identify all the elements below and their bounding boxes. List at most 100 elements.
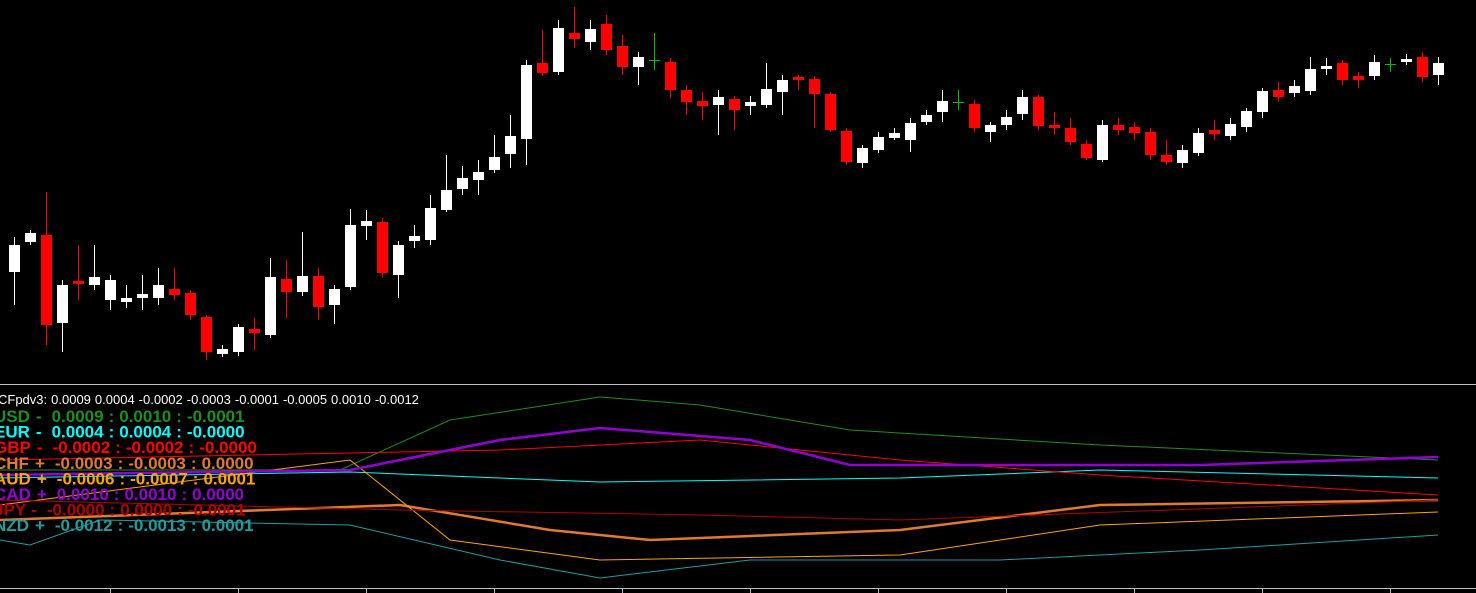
candle-body xyxy=(1321,66,1332,69)
value: 0.0001 xyxy=(203,469,255,488)
candle-body xyxy=(873,137,884,150)
candle-body xyxy=(953,102,964,103)
value: 0.0010 xyxy=(124,485,176,504)
value: -0.0007 xyxy=(130,469,188,488)
candle-body xyxy=(585,29,596,42)
currency: EUR xyxy=(0,423,30,442)
candle-body xyxy=(761,89,772,105)
value: -0.0001 xyxy=(187,407,245,426)
indicator-value: 0.0004 xyxy=(95,392,135,407)
value: -0.0012 xyxy=(55,516,113,535)
currency: AUD xyxy=(0,469,31,488)
candle-body xyxy=(1225,124,1236,136)
candle-body xyxy=(1369,62,1380,76)
value: -0.0000 xyxy=(187,423,245,442)
candle-body xyxy=(681,90,692,102)
candle-body xyxy=(1033,97,1044,126)
candle-body xyxy=(137,294,148,298)
indicator-value: 0.0010 xyxy=(331,392,371,407)
candle-body xyxy=(361,221,372,226)
candle-body xyxy=(809,79,820,94)
value: 0.0010 xyxy=(119,407,171,426)
separator: : xyxy=(189,438,195,457)
candle-body xyxy=(857,148,868,163)
legend-row: CHF + -0.0003: -0.0003:0.0000 xyxy=(0,454,254,473)
candle-body xyxy=(249,329,260,333)
separator: : xyxy=(118,516,124,535)
candle-body xyxy=(633,57,644,67)
candle-body xyxy=(265,277,276,335)
candle-body xyxy=(745,102,756,106)
candle-body xyxy=(217,349,228,354)
value: 0.0004 xyxy=(119,423,172,442)
legend-row: GBP - -0.0002: -0.0002: -0.0000 xyxy=(0,438,257,457)
sign: + xyxy=(37,485,47,504)
candle-body xyxy=(441,190,452,210)
candle-body xyxy=(937,101,948,112)
candle-body xyxy=(345,225,356,287)
currency: CHF xyxy=(0,454,29,473)
legend-row: AUD + -0.0006: -0.0007:0.0001 xyxy=(0,469,255,488)
separator: : xyxy=(109,423,115,442)
indicator-line xyxy=(0,459,1439,561)
candle-body xyxy=(505,136,516,154)
candle-body xyxy=(489,157,500,170)
candle-body xyxy=(1209,130,1220,134)
sign: - xyxy=(36,407,42,426)
indicator-value: -0.0002 xyxy=(139,392,183,407)
candle-body xyxy=(1193,133,1204,153)
separator: : xyxy=(191,454,197,473)
currency: CAD xyxy=(0,485,31,504)
candle-body xyxy=(201,317,212,352)
candle-body xyxy=(729,99,740,110)
currency: USD xyxy=(0,407,30,426)
candle-body xyxy=(377,222,388,273)
candle-body xyxy=(601,24,612,50)
separator: : xyxy=(181,485,187,504)
value: 0.0001 xyxy=(202,516,254,535)
candle-body xyxy=(89,277,100,285)
sign: + xyxy=(37,469,47,488)
value: 0.0010 xyxy=(57,485,109,504)
candle-body xyxy=(1049,125,1060,128)
candle-body xyxy=(569,33,580,39)
value: -0.0000 xyxy=(199,438,257,457)
indicator-line xyxy=(0,426,1439,477)
separator: : xyxy=(110,501,116,520)
sign: - xyxy=(31,501,37,520)
separator: : xyxy=(176,407,182,426)
value: -0.0003 xyxy=(128,454,186,473)
separator: : xyxy=(176,423,182,442)
currency: JPY xyxy=(0,501,27,520)
candle-body xyxy=(921,115,932,122)
separator: : xyxy=(114,485,120,504)
legend-row: USD -0.0009:0.0010: -0.0001 xyxy=(0,407,245,426)
candle-body xyxy=(73,281,84,284)
candle-body xyxy=(1017,97,1028,114)
candle-body xyxy=(329,289,340,305)
value: 0.0000 xyxy=(202,454,254,473)
value: -0.0006 xyxy=(57,469,115,488)
candle-body xyxy=(537,63,548,73)
separator: : xyxy=(119,469,125,488)
candle-body xyxy=(1273,90,1284,97)
indicator-line xyxy=(0,519,1439,579)
value: 0.0004 xyxy=(52,423,105,442)
candle-body xyxy=(457,178,468,189)
indicator-line xyxy=(0,439,1439,496)
candle-body xyxy=(553,28,564,72)
candle-body xyxy=(1129,127,1140,133)
sign: - xyxy=(37,438,43,457)
candle-body xyxy=(169,289,180,295)
sign: + xyxy=(35,516,45,535)
candle-body xyxy=(1305,69,1316,91)
candle-body xyxy=(1161,155,1172,162)
candle-body xyxy=(409,236,420,241)
candle-body xyxy=(649,60,660,61)
value: -0.0000 xyxy=(47,501,105,520)
indicator-header: CFpdv3: 0.0009 0.0004 -0.0002 -0.0003 -0.0001… xyxy=(0,392,419,407)
separator: : xyxy=(191,516,197,535)
candle-body xyxy=(9,245,20,272)
price-candles xyxy=(9,7,1444,360)
